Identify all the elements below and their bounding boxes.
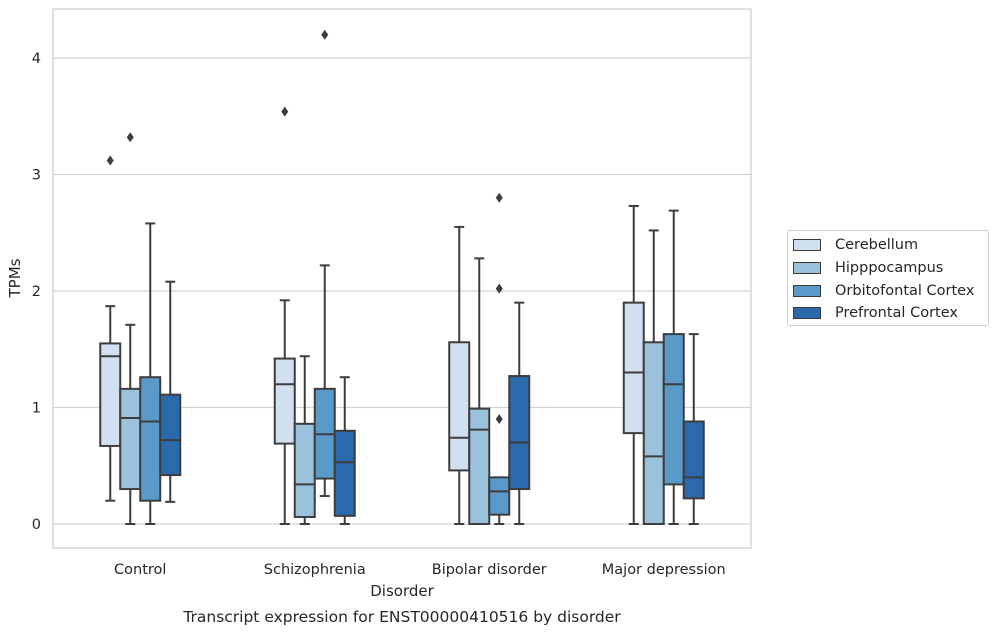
box-hipppocampus-bipolar-disorder: [468, 257, 491, 526]
box-iqr: [333, 429, 356, 517]
box-plots: [99, 29, 705, 526]
box-iqr: [508, 375, 531, 491]
outlier-point: [126, 132, 134, 143]
box-cerebellum-control: [99, 155, 122, 502]
legend-item-orbitofrontal: Orbitofontal Cortex: [793, 281, 974, 301]
x-tick-label-major-depression: Major depression: [602, 562, 726, 578]
y-tick-labels: 0 1 2 3 4: [32, 51, 41, 533]
x-tick-labels: Control Schizophrenia Bipolar disorder Majo…: [114, 562, 726, 578]
outlier-point: [106, 155, 114, 166]
y-tick-label-0: 0: [32, 517, 41, 533]
box-iqr: [99, 342, 122, 447]
outlier-point: [495, 283, 503, 294]
box-iqr: [662, 333, 685, 486]
x-tick-label-control: Control: [114, 562, 166, 578]
outlier-point: [495, 192, 503, 203]
legend-swatch-cerebellum: [793, 239, 821, 251]
box-iqr: [119, 387, 142, 491]
y-tick-label-3: 3: [32, 168, 41, 184]
box-orbitofontal-cortex-bipolar-disorder: [488, 192, 511, 525]
outlier-point: [321, 29, 329, 40]
box-prefrontal-cortex-schizophrenia: [333, 376, 356, 525]
y-axis-label: TPMs: [6, 258, 24, 298]
y-tick-label-1: 1: [32, 401, 41, 417]
box-prefrontal-cortex-major-depression: [682, 333, 705, 525]
x-tick-label-bipolar-disorder: Bipolar disorder: [432, 562, 547, 578]
legend-label-prefrontal: Prefrontal Cortex: [835, 305, 958, 321]
box-cerebellum-schizophrenia: [273, 106, 296, 525]
legend-swatch-orbitofrontal: [793, 285, 821, 297]
box-prefrontal-cortex-control: [159, 280, 182, 503]
x-tick-label-schizophrenia: Schizophrenia: [264, 562, 366, 578]
x-axis-label: Disorder: [370, 582, 434, 600]
legend-label-cerebellum: Cerebellum: [835, 237, 919, 253]
plot-frame: [52, 8, 752, 549]
box-cerebellum-bipolar-disorder: [448, 225, 471, 525]
box-iqr: [642, 341, 665, 526]
box-orbitofontal-cortex-major-depression: [662, 209, 685, 525]
box-iqr: [488, 476, 511, 516]
box-iqr: [468, 407, 491, 526]
box-hipppocampus-major-depression: [642, 229, 665, 526]
outlier-point: [281, 106, 289, 117]
box-iqr: [159, 393, 182, 477]
outlier-point: [495, 414, 503, 425]
legend-item-cerebellum: Cerebellum: [793, 235, 918, 255]
box-iqr: [139, 376, 162, 502]
legend: Cerebellum Hipppocampus Orbitofontal Cor…: [787, 230, 989, 326]
box-iqr: [682, 420, 705, 500]
y-tick-label-4: 4: [32, 51, 41, 67]
box-orbitofontal-cortex-schizophrenia: [313, 29, 336, 498]
box-iqr: [293, 422, 316, 519]
y-tick-label-2: 2: [32, 284, 41, 300]
chart-caption: Transcript expression for ENST0000041051…: [182, 608, 621, 626]
box-iqr: [273, 357, 296, 445]
legend-item-hippocampus: Hipppocampus: [793, 258, 943, 278]
legend-swatch-prefrontal: [793, 307, 821, 319]
legend-item-prefrontal: Prefrontal Cortex: [793, 303, 958, 323]
legend-label-hippocampus: Hipppocampus: [835, 260, 944, 276]
box-iqr: [622, 301, 645, 435]
box-iqr: [448, 341, 471, 472]
legend-swatch-hippocampus: [793, 262, 821, 274]
box-cerebellum-major-depression: [622, 204, 645, 525]
box-hipppocampus-schizophrenia: [293, 355, 316, 525]
box-prefrontal-cortex-bipolar-disorder: [508, 301, 531, 525]
box-hipppocampus-control: [119, 132, 142, 525]
box-orbitofontal-cortex-control: [139, 222, 162, 525]
legend-label-orbitofrontal: Orbitofontal Cortex: [835, 283, 975, 299]
